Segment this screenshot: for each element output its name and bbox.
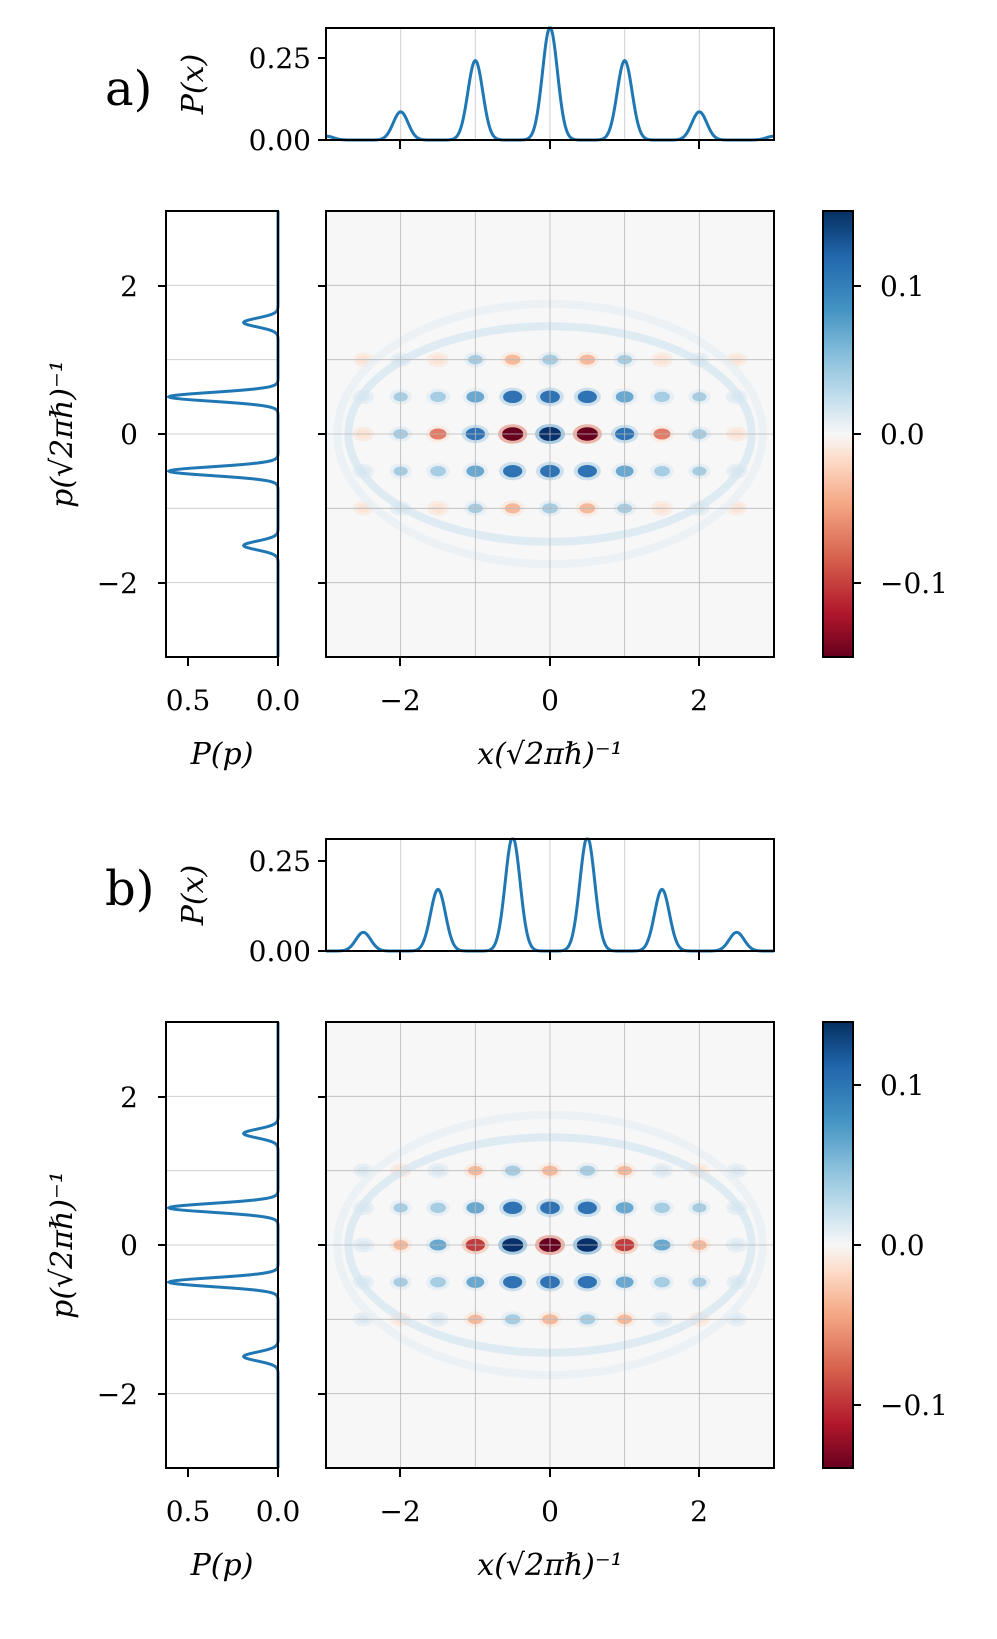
panel-a: a) 0.25 0.00 P(x) bbox=[45, 26, 948, 772]
px-ytick-label-b-0: 0.25 bbox=[249, 845, 311, 878]
colorbar-tick-label-b-0: 0.1 bbox=[880, 1069, 925, 1102]
colorbar-a: 0.1 0.0 −0.1 bbox=[822, 210, 948, 658]
pp-grid-a bbox=[166, 284, 278, 584]
wigner-blob-b-xm0p5-p0p5 bbox=[503, 1201, 523, 1215]
px-plot-b: 0.25 0.00 P(x) bbox=[176, 837, 775, 968]
px-grid-a bbox=[400, 28, 700, 140]
pp-xtick-label-b-1: 0.0 bbox=[256, 1495, 301, 1528]
pp-ytick-label-b-0: 2 bbox=[120, 1081, 138, 1114]
panel-label-a: a) bbox=[105, 61, 152, 117]
wigner-blob-b-xm1p5-p0p5 bbox=[430, 1202, 446, 1214]
px-ytick-label-b-1: 0.00 bbox=[249, 935, 311, 968]
pp-plot-a: 2 0 −2 0.5 0.0 P(p) p(√2πℏ)⁻¹ bbox=[45, 210, 301, 772]
wigner-xtick-label-b-2: 2 bbox=[690, 1495, 708, 1528]
pp-ytick-label-b-1: 0 bbox=[120, 1229, 138, 1262]
px-ylabel-b: P(x) bbox=[176, 865, 211, 927]
px-ytick-label-a-1: 0.00 bbox=[249, 124, 311, 157]
wigner-xlabel-a: x(√2πℏ)⁻¹ bbox=[477, 737, 622, 772]
wigner-blob-a-x1p5-p0p5 bbox=[654, 391, 670, 403]
wigner-blob-a-xm0p5-p0p5 bbox=[503, 390, 523, 404]
wigner-ylabel-a: p(√2πℏ)⁻¹ bbox=[45, 360, 80, 508]
wigner-blob-b-x0p5-p0p5 bbox=[577, 1201, 597, 1215]
wigner-xtick-label-b-1: 0 bbox=[541, 1495, 559, 1528]
wigner-xtick-label-a-1: 0 bbox=[541, 684, 559, 717]
wigner-blob-b-x1p5-p0p5 bbox=[654, 1202, 670, 1214]
pp-plot-b: 2 0 −2 0.5 0.0 P(p) p(√2πℏ)⁻¹ bbox=[45, 1021, 301, 1583]
wigner-plot-b: −2 0 2 x(√2πℏ)⁻¹ bbox=[318, 1021, 775, 1583]
px-plot-a: 0.25 0.00 P(x) bbox=[176, 26, 775, 157]
wigner-blob-b-x1p5-pm0p5 bbox=[654, 1276, 670, 1288]
wigner-xtick-label-b-0: −2 bbox=[379, 1495, 420, 1528]
wigner-blob-a-xm0p5-pm0p5 bbox=[503, 464, 523, 478]
wigner-plot-a: −2 0 2 x(√2πℏ)⁻¹ bbox=[318, 210, 775, 772]
pp-grid-b bbox=[166, 1095, 278, 1395]
px-ylabel-a: P(x) bbox=[176, 54, 211, 116]
pp-xlabel-a: P(p) bbox=[190, 737, 254, 772]
wigner-grid-a bbox=[326, 211, 774, 657]
wigner-xlabel-b: x(√2πℏ)⁻¹ bbox=[477, 1548, 622, 1583]
colorbar-b: 0.1 0.0 −0.1 bbox=[822, 1021, 948, 1469]
pp-ytick-label-a-1: 0 bbox=[120, 418, 138, 451]
pp-xlabel-b: P(p) bbox=[190, 1548, 254, 1583]
wigner-blob-b-x0p5-pm0p5 bbox=[577, 1275, 597, 1289]
pp-xtick-label-b-0: 0.5 bbox=[166, 1495, 211, 1528]
wigner-blob-a-x0p5-pm0p5 bbox=[577, 464, 597, 478]
colorbar-tick-label-b-2: −0.1 bbox=[880, 1389, 948, 1422]
wigner-ylabel-b: p(√2πℏ)⁻¹ bbox=[45, 1171, 80, 1319]
colorbar-gradient-b bbox=[822, 1021, 854, 1469]
pp-xtick-label-a-0: 0.5 bbox=[166, 684, 211, 717]
pp-ytick-label-a-0: 2 bbox=[120, 270, 138, 303]
wigner-blob-b-xm1p5-pm0p5 bbox=[430, 1276, 446, 1288]
wigner-xtick-label-a-2: 2 bbox=[690, 684, 708, 717]
pp-ytick-label-a-2: −2 bbox=[97, 567, 138, 600]
colorbar-gradient-a bbox=[822, 210, 854, 658]
px-ytick-label-a-0: 0.25 bbox=[249, 42, 311, 75]
px-grid-b bbox=[400, 839, 700, 951]
wigner-blob-a-x1p5-pm0p5 bbox=[654, 465, 670, 477]
pp-ytick-label-b-2: −2 bbox=[97, 1378, 138, 1411]
wigner-blob-a-xm1p5-p0p5 bbox=[430, 391, 446, 403]
wigner-blob-b-xm0p5-pm0p5 bbox=[503, 1275, 523, 1289]
wigner-xtick-label-a-0: −2 bbox=[379, 684, 420, 717]
colorbar-tick-label-a-1: 0.0 bbox=[880, 418, 925, 451]
pp-xtick-label-a-1: 0.0 bbox=[256, 684, 301, 717]
panel-b: b) 0.25 0.00 P(x) bbox=[45, 837, 948, 1583]
wigner-grid-b bbox=[326, 1022, 774, 1468]
colorbar-tick-label-a-2: −0.1 bbox=[880, 567, 948, 600]
wigner-blob-a-xm1p5-pm0p5 bbox=[430, 465, 446, 477]
wigner-blob-a-x0p5-p0p5 bbox=[577, 390, 597, 404]
panel-label-b: b) bbox=[105, 861, 154, 917]
colorbar-tick-label-a-0: 0.1 bbox=[880, 270, 925, 303]
colorbar-tick-label-b-1: 0.0 bbox=[880, 1229, 925, 1262]
